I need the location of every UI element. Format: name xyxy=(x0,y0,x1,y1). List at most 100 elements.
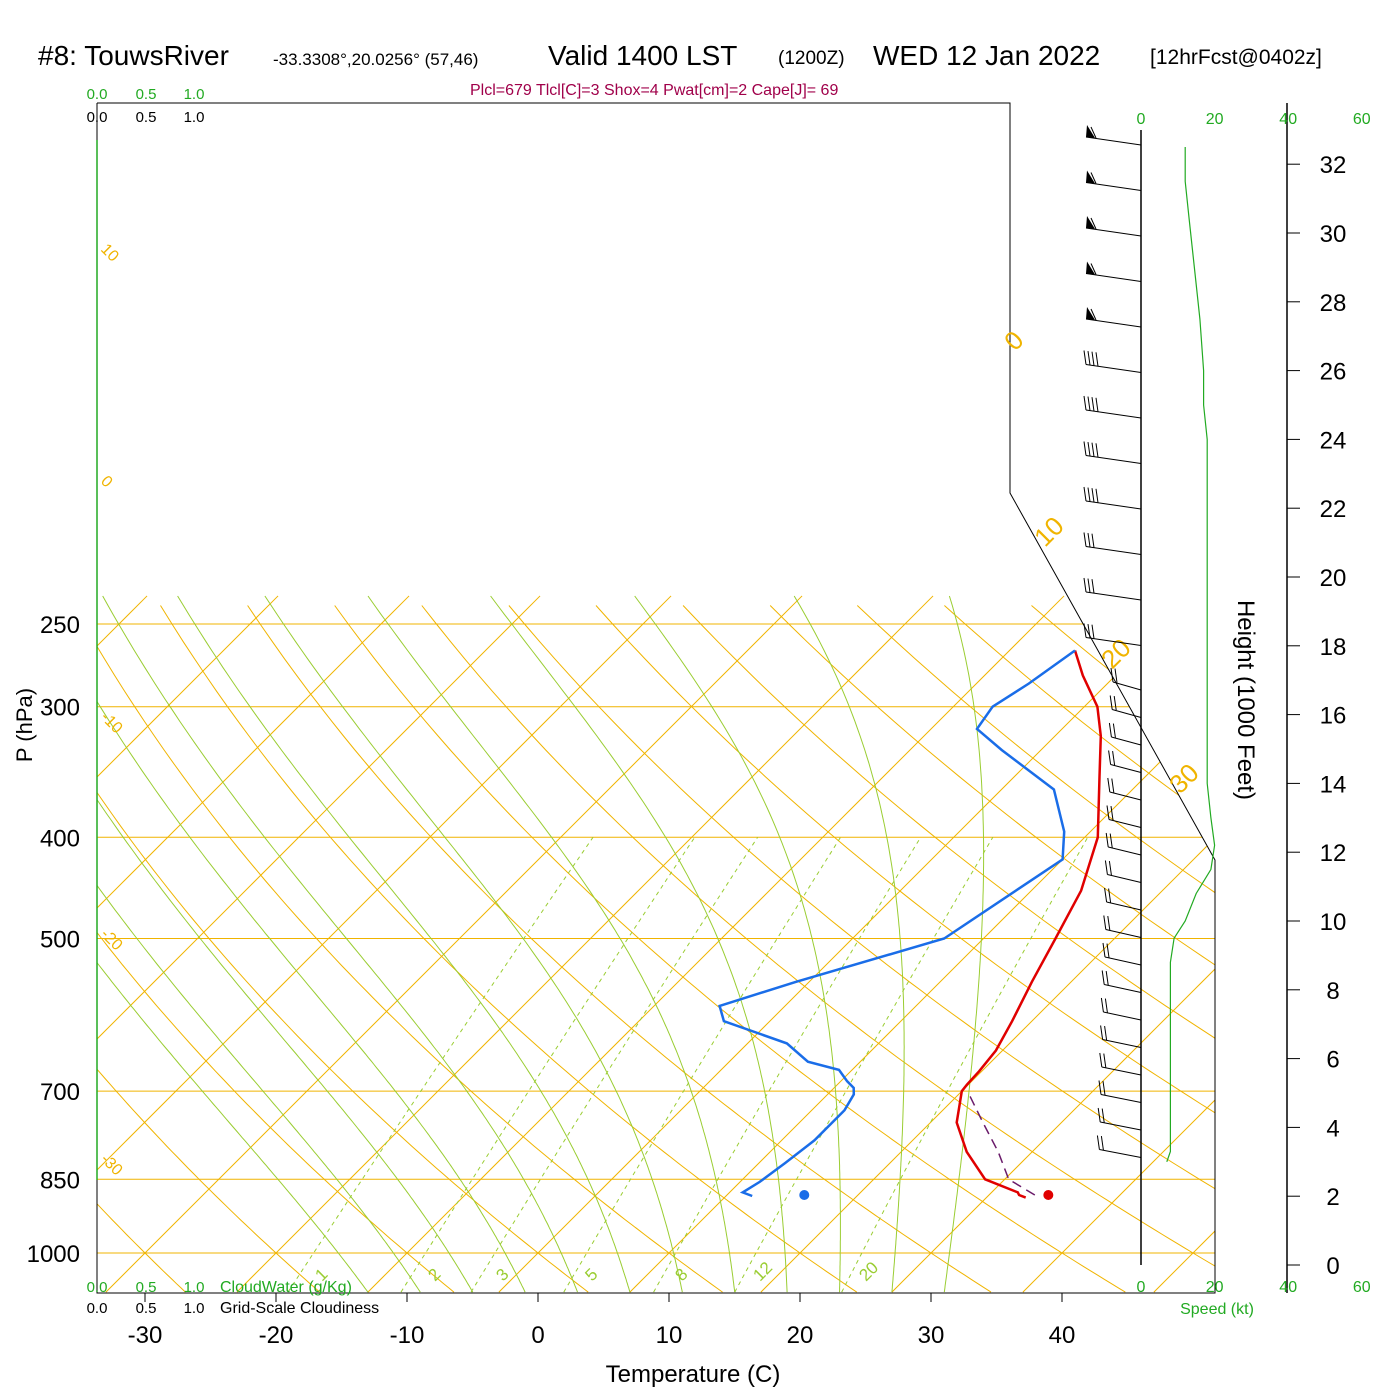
dry-adiabat xyxy=(97,605,186,1293)
wind-barb-tick xyxy=(1108,750,1112,765)
wind-barb-tick xyxy=(1104,887,1108,903)
dry-adiabat xyxy=(334,605,1126,1293)
wind-barb-tick xyxy=(1090,263,1097,275)
wind-barb-shaft xyxy=(1085,318,1142,328)
wind-barb xyxy=(1100,997,1142,1021)
wind-barb-shaft xyxy=(1085,364,1142,373)
wind-barb-tick xyxy=(1097,1107,1101,1123)
wind-barb-shaft xyxy=(1108,819,1142,828)
pressure-tick-label: 850 xyxy=(40,1167,80,1194)
wind-barb-tick xyxy=(1083,486,1087,502)
wind-barb xyxy=(1101,970,1142,993)
pressure-tick-label: 500 xyxy=(40,927,80,954)
wind-barb xyxy=(1110,667,1142,691)
height-tick-label: 12 xyxy=(1320,840,1347,867)
isotherm-line xyxy=(97,595,410,1293)
height-tick-label: 14 xyxy=(1320,771,1347,798)
mixing-ratio-line xyxy=(563,837,841,1293)
height-tick-label: 32 xyxy=(1320,152,1347,179)
isotherm-line xyxy=(236,595,934,1293)
cloudwater-tick-bottom: 0.0 xyxy=(87,1279,108,1296)
moist-adiabat xyxy=(490,595,788,1293)
wind-barb-shaft xyxy=(1085,500,1142,510)
isotherm-line xyxy=(760,595,1215,1293)
wind-barb-tick xyxy=(1107,916,1111,931)
cloudiness-tick-bottom: 0.0 xyxy=(87,1300,108,1317)
wind-barb-shaft xyxy=(1112,709,1142,718)
zulu-time: (1200Z) xyxy=(778,48,845,69)
isotherm-line xyxy=(105,595,803,1293)
isotherm-line xyxy=(1153,595,1215,1293)
wind-barb-shaft xyxy=(1112,681,1142,691)
dry-adiabat xyxy=(769,605,1215,1293)
wind-barb-tick xyxy=(1106,805,1110,820)
wind-barb-shaft xyxy=(1104,984,1142,993)
height-tick-label: 8 xyxy=(1326,978,1339,1005)
speed-tick-bottom: 60 xyxy=(1353,1279,1371,1296)
wind-barb-tick xyxy=(1105,971,1109,986)
cloudiness-tick-top: 0.5 xyxy=(136,109,157,126)
wind-barb-shaft xyxy=(1111,736,1142,746)
wind-barb-tick xyxy=(1104,860,1108,875)
isotherm-line xyxy=(97,595,279,1293)
wind-barb-shaft xyxy=(1099,1149,1142,1158)
height-tick-label: 16 xyxy=(1320,703,1347,730)
wind-barb-pennant xyxy=(1086,307,1095,320)
pressure-tick-label: 300 xyxy=(40,695,80,722)
wind-barb xyxy=(1108,750,1142,773)
moist-adiabat xyxy=(367,595,736,1293)
wind-barb-pennant xyxy=(1086,261,1095,275)
moist-adiabat xyxy=(97,595,526,1293)
wind-barb xyxy=(1103,915,1142,938)
wind-barb-tick xyxy=(1091,624,1095,639)
wind-barb-tick xyxy=(1106,943,1110,958)
wind-barb-tick xyxy=(1091,397,1095,412)
wind-barb-shaft xyxy=(1085,409,1142,419)
wind-barb xyxy=(1083,577,1142,601)
dry-adiabat xyxy=(160,605,857,1293)
wind-barb xyxy=(1104,860,1142,883)
isotherm-line xyxy=(498,595,1196,1293)
isotherm-label: 0 xyxy=(97,473,115,491)
dry-adiabat-label: 30 xyxy=(1163,758,1205,800)
wind-barb-shaft xyxy=(1100,1121,1142,1131)
wind-barb xyxy=(1083,623,1142,646)
valid-date: WED 12 Jan 2022 xyxy=(873,40,1101,71)
wind-barb-tick xyxy=(1087,487,1091,502)
speed-tick-bottom: 0 xyxy=(1137,1279,1146,1296)
wind-barb-tick xyxy=(1083,441,1087,456)
station-name: #8: TouwsRiver xyxy=(38,40,229,71)
wind-barb-shaft xyxy=(1085,591,1142,601)
wind-barb xyxy=(1096,1135,1142,1158)
wind-barb-shaft xyxy=(1107,874,1142,883)
isotherm-line xyxy=(367,595,1065,1293)
height-tick-label: 18 xyxy=(1320,634,1347,661)
wind-barb xyxy=(1108,722,1142,746)
dry-adiabat xyxy=(856,605,1215,1293)
wind-barb-tick xyxy=(1100,1136,1104,1151)
wind-barb xyxy=(1106,805,1142,828)
wind-barb-shaft xyxy=(1085,136,1142,146)
isotherm-line xyxy=(97,595,541,1293)
wind-barb xyxy=(1085,216,1142,237)
wind-barb-shaft xyxy=(1102,1039,1142,1048)
moist-adiabat xyxy=(97,595,474,1293)
wind-barb xyxy=(1083,486,1142,510)
height-axis-title: Height (1000 Feet) xyxy=(1232,600,1259,800)
cloudwater-tick-top: 0.5 xyxy=(136,86,157,103)
height-tick-label: 26 xyxy=(1320,359,1347,386)
wind-barb-pennant xyxy=(1086,216,1095,229)
wind-barb-tick xyxy=(1112,723,1116,738)
mixing-ratio-label: 20 xyxy=(855,1258,882,1285)
cloudwater-tick-top: 0.0 xyxy=(87,86,108,103)
height-tick-label: 24 xyxy=(1320,427,1347,454)
speed-tick-top: 0 xyxy=(1137,111,1146,128)
wind-barb-shaft xyxy=(1105,929,1142,938)
wind-barb-tick xyxy=(1091,488,1095,503)
cloudiness-tick-bottom: 1.0 xyxy=(184,1300,205,1317)
cloudwater-axis-label: CloudWater (g/Kg) xyxy=(220,1279,352,1296)
dry-adiabat xyxy=(1380,606,1400,1293)
wind-barb-tick xyxy=(1090,172,1097,184)
height-tick-label: 30 xyxy=(1320,221,1347,248)
